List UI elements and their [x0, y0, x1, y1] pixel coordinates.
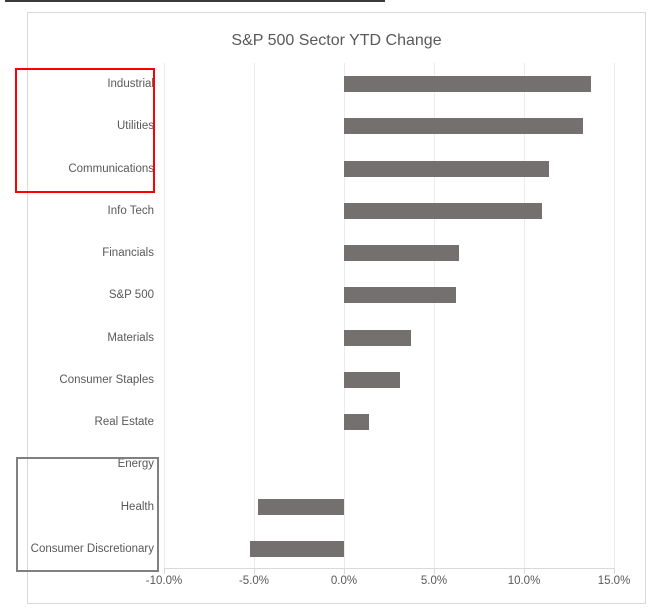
gridline — [164, 63, 165, 568]
screenshot-top-edge-line — [5, 0, 385, 2]
axis-tick — [614, 568, 615, 574]
bar-utilities — [344, 118, 584, 135]
bar-materials — [344, 329, 411, 346]
axis-tick — [164, 568, 165, 574]
bar-communications — [344, 160, 550, 177]
chart-title: S&P 500 Sector YTD Change — [231, 32, 442, 49]
gray-highlight-box — [16, 457, 159, 572]
bar-financials — [344, 245, 460, 262]
bar-s-p-500 — [344, 287, 456, 304]
category-label: Utilities — [116, 120, 154, 133]
x-axis-label: -5.0% — [238, 575, 270, 587]
x-axis-label: -10.0% — [145, 575, 183, 587]
gridline — [524, 63, 525, 568]
category-label: Energy — [117, 458, 154, 471]
axis-tick — [434, 568, 435, 574]
category-label: Info Tech — [107, 204, 154, 217]
red-highlight-box — [15, 68, 155, 193]
gridline — [254, 63, 255, 568]
category-label: Industrial — [107, 78, 154, 90]
x-axis-label: 15.0% — [597, 575, 631, 587]
category-label: Consumer Discretionary — [30, 542, 154, 555]
category-label: Real Estate — [94, 416, 154, 429]
axis-tick — [524, 568, 525, 574]
bar-info-tech — [344, 202, 542, 219]
bar-real-estate — [344, 414, 370, 431]
category-label: Materials — [107, 331, 154, 344]
bar-health — [257, 498, 344, 515]
axis-tick — [254, 568, 255, 574]
category-label: S&P 500 — [108, 289, 154, 302]
bar-consumer-staples — [344, 371, 400, 388]
bar-industrial — [344, 76, 591, 92]
x-axis-label: 10.0% — [507, 575, 541, 587]
gridline — [614, 63, 615, 568]
category-label: Consumer Staples — [59, 373, 154, 386]
x-axis-label: 5.0% — [420, 575, 448, 587]
category-label: Financials — [102, 247, 154, 260]
category-label: Health — [120, 500, 154, 513]
category-label: Communications — [68, 162, 154, 175]
x-axis-label: 0.0% — [330, 575, 358, 587]
axis-tick — [344, 568, 345, 574]
bar-consumer-discretionary — [250, 540, 344, 557]
chart-frame: S&P 500 Sector YTD Change -10.0% -5.0% 0.0… — [27, 12, 646, 604]
gridline — [434, 63, 435, 568]
x-axis-line — [164, 568, 614, 569]
gridline — [344, 63, 345, 568]
